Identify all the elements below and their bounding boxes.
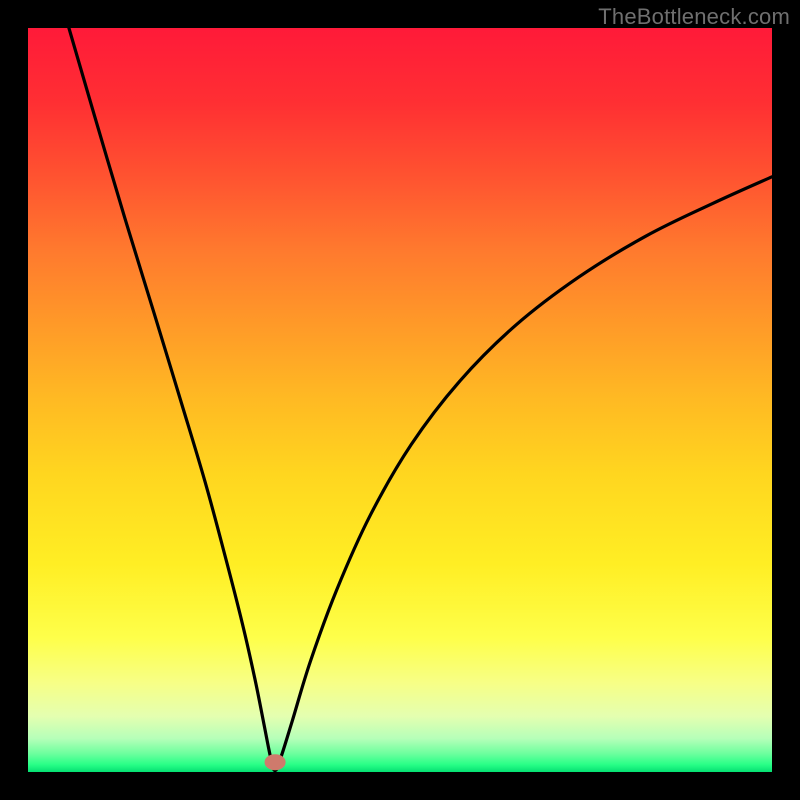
optimal-point-marker: [265, 755, 286, 771]
plot-area: [28, 28, 772, 772]
plot-svg: [28, 28, 772, 772]
watermark-text: TheBottleneck.com: [598, 4, 790, 30]
gradient-background: [28, 28, 772, 772]
